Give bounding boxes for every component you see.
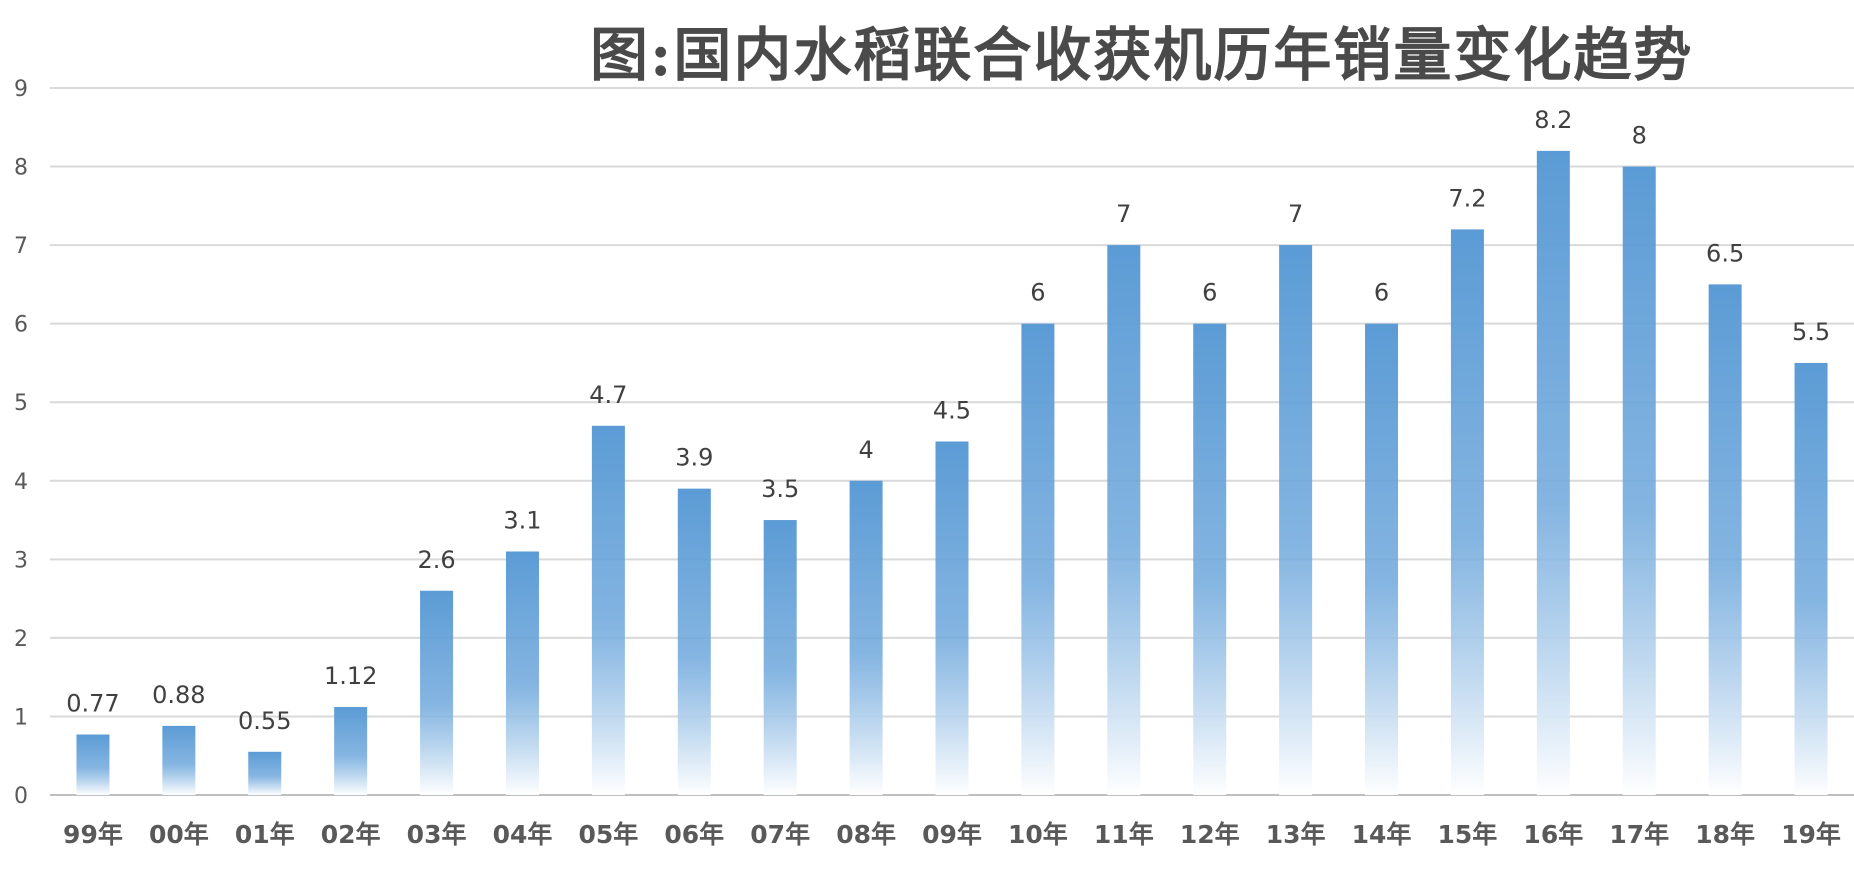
bar: [76, 734, 110, 795]
x-tick-label: 01年: [235, 820, 295, 849]
bar: [248, 751, 282, 795]
x-tick-label: 10年: [1008, 820, 1068, 849]
data-label: 1.12: [324, 662, 377, 690]
data-label: 0.55: [238, 707, 291, 735]
bar: [591, 425, 625, 795]
bar: [420, 590, 454, 795]
y-tick-label: 9: [14, 77, 28, 102]
x-tick-label: 19年: [1781, 820, 1841, 849]
x-tick-label: 07年: [750, 820, 810, 849]
y-tick-label: 4: [14, 470, 28, 495]
data-label: 6: [1202, 279, 1217, 307]
y-tick-label: 2: [14, 627, 28, 652]
y-tick-label: 5: [14, 391, 28, 416]
x-tick-label: 09年: [922, 820, 982, 849]
data-label: 4: [858, 436, 873, 464]
x-tick-label: 04年: [493, 820, 553, 849]
bar: [1107, 245, 1141, 796]
data-label: 4.7: [589, 381, 627, 409]
x-tick-label: 06年: [664, 820, 724, 849]
x-tick-label: 13年: [1266, 820, 1326, 849]
bar: [1279, 245, 1313, 796]
bar: [1708, 284, 1742, 795]
x-tick-label: 08年: [836, 820, 896, 849]
data-label: 0.77: [66, 690, 119, 718]
bar: [849, 480, 883, 795]
data-label: 0.88: [152, 681, 205, 709]
bar: [677, 488, 711, 795]
bar: [1021, 323, 1055, 795]
data-label: 8.2: [1534, 106, 1572, 134]
bar: [763, 520, 797, 795]
x-axis-ticks: 99年 00年 01年 02年 03年 04年 05年 06年 07年 08年 09年 10年 11年 1…: [63, 820, 1841, 849]
bar: [1536, 150, 1570, 795]
bar: [505, 551, 539, 795]
y-tick-label: 0: [14, 784, 28, 809]
x-tick-label: 11年: [1094, 820, 1154, 849]
x-tick-label: 16年: [1523, 820, 1583, 849]
data-label: 3.5: [761, 475, 799, 503]
data-label: 6: [1374, 279, 1389, 307]
data-label: 3.1: [503, 506, 541, 534]
bar: [1794, 362, 1828, 795]
data-label: 6.5: [1706, 239, 1744, 267]
data-label: 5.5: [1792, 318, 1830, 346]
data-labels: 0.77 0.88 0.55 1.12 2.6 3.1 4.7 3.9 3.5 4 4.5 6 7 6 7 6…: [66, 106, 1830, 735]
x-tick-label: 02年: [321, 820, 381, 849]
data-label: 7.2: [1448, 184, 1486, 212]
data-label: 2.6: [417, 546, 455, 574]
bar: [1193, 323, 1227, 795]
y-tick-label: 3: [14, 548, 28, 573]
x-tick-label: 05年: [578, 820, 638, 849]
y-tick-label: 6: [14, 313, 28, 338]
data-label: 8: [1632, 122, 1647, 150]
x-tick-label: 12年: [1180, 820, 1240, 849]
x-tick-label: 15年: [1438, 820, 1498, 849]
bar: [334, 707, 368, 795]
data-label: 7: [1116, 200, 1131, 228]
x-tick-label: 14年: [1352, 820, 1412, 849]
bar: [1450, 229, 1484, 795]
x-tick-label: 17年: [1609, 820, 1669, 849]
bar: [162, 725, 196, 795]
y-tick-label: 1: [14, 705, 28, 730]
chart-title: 图:国内水稻联合收获机历年销量变化趋势: [590, 21, 1694, 89]
data-label: 4.5: [933, 397, 971, 425]
bar: [935, 441, 969, 795]
bar: [1365, 323, 1399, 795]
x-tick-label: 18年: [1695, 820, 1755, 849]
x-tick-label: 03年: [407, 820, 467, 849]
y-tick-label: 8: [14, 156, 28, 181]
bar: [1622, 166, 1656, 796]
y-tick-label: 7: [14, 234, 28, 259]
bars: [76, 150, 1828, 796]
data-label: 6: [1030, 279, 1045, 307]
x-tick-label: 00年: [149, 820, 209, 849]
data-label: 3.9: [675, 444, 713, 472]
data-label: 7: [1288, 200, 1303, 228]
y-axis-ticks: 0 1 2 3 4 5 6 7 8 9: [14, 77, 28, 809]
x-tick-label: 99年: [63, 820, 123, 849]
